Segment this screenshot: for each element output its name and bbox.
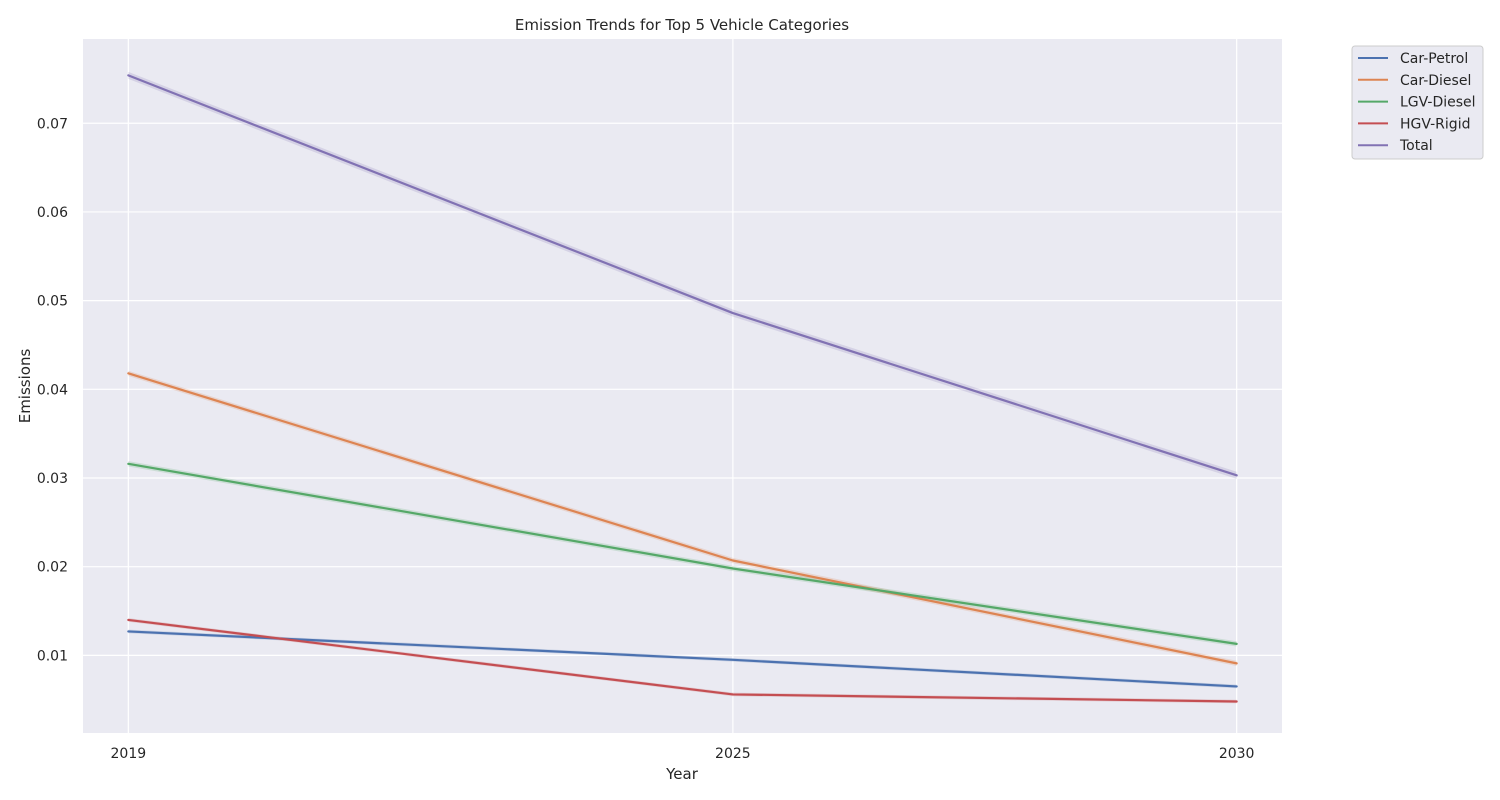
band-total <box>128 71 1237 479</box>
series-line-car-diesel <box>127 372 1238 665</box>
legend-label-car-petrol: Car-Petrol <box>1400 51 1468 67</box>
series-line-total <box>127 74 1238 477</box>
y-tick-label: 0.05 <box>37 294 68 310</box>
y-tick-label: 0.04 <box>37 382 68 398</box>
y-axis-title: Emissions <box>16 349 34 424</box>
y-axis-ticks: 0.01 0.02 0.03 0.04 0.05 0.06 0.07 <box>37 116 68 664</box>
y-tick-label: 0.02 <box>37 560 68 576</box>
plot-area <box>83 39 1282 733</box>
legend-label-car-diesel: Car-Diesel <box>1400 73 1471 89</box>
x-axis-ticks: 2019 2025 2030 <box>111 746 1255 762</box>
x-tick-label: 2019 <box>111 746 147 762</box>
series-line-lgv-diesel <box>127 462 1238 645</box>
legend-frame <box>1351 45 1484 160</box>
y-tick-label: 0.01 <box>37 648 68 664</box>
x-tick-label: 2025 <box>715 746 751 762</box>
y-tick-label: 0.03 <box>37 471 68 487</box>
x-axis-title: Year <box>665 765 699 783</box>
x-tick-label: 2030 <box>1219 746 1255 762</box>
series-line-hgv-rigid <box>127 618 1238 703</box>
legend-label-hgv-rigid: HGV-Rigid <box>1400 116 1470 132</box>
series-line-car-petrol <box>127 630 1238 688</box>
band-lgv-diesel <box>128 461 1237 647</box>
legend: Car-Petrol Car-Diesel LGV-Diesel HGV-Rigid T… <box>1351 45 1484 160</box>
series-lines <box>127 74 1238 703</box>
y-tick-label: 0.07 <box>37 116 68 132</box>
y-tick-label: 0.06 <box>37 205 68 221</box>
legend-label-lgv-diesel: LGV-Diesel <box>1400 95 1476 111</box>
chart-title: Emission Trends for Top 5 Vehicle Catego… <box>515 16 849 34</box>
legend-label-total: Total <box>1399 138 1433 154</box>
grid-lines <box>83 39 1282 733</box>
